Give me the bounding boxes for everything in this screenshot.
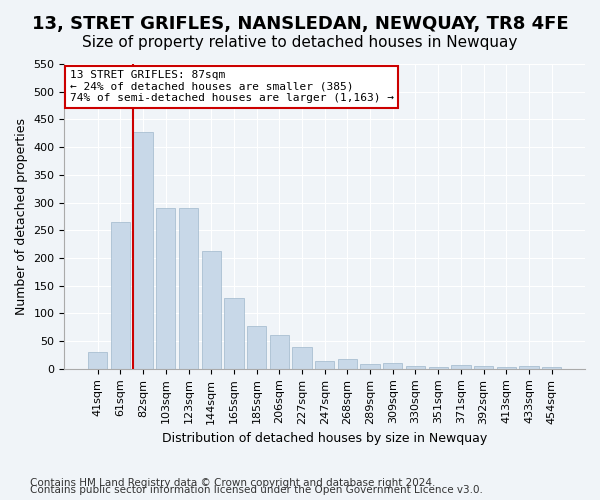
Bar (247, 326, 266, 369)
Bar (338, 360, 357, 369)
Bar (224, 298, 244, 369)
Text: Contains public sector information licensed under the Open Government Licence v3: Contains public sector information licen… (30, 485, 483, 495)
Bar (179, 208, 198, 369)
Bar (269, 335, 289, 369)
Bar (520, 366, 539, 369)
Bar (428, 367, 448, 369)
Text: Size of property relative to detached houses in Newquay: Size of property relative to detached ho… (82, 35, 518, 50)
Text: 13 STRET GRIFLES: 87sqm
← 24% of detached houses are smaller (385)
74% of semi-d: 13 STRET GRIFLES: 87sqm ← 24% of detache… (70, 70, 394, 103)
Bar (88, 352, 107, 369)
Text: 13, STRET GRIFLES, NANSLEDAN, NEWQUAY, TR8 4FE: 13, STRET GRIFLES, NANSLEDAN, NEWQUAY, T… (32, 15, 568, 33)
Bar (202, 251, 221, 369)
Bar (156, 208, 175, 369)
Bar (542, 366, 562, 369)
Bar (383, 364, 403, 369)
Bar (497, 367, 516, 369)
Bar (361, 364, 380, 369)
Text: Contains HM Land Registry data © Crown copyright and database right 2024.: Contains HM Land Registry data © Crown c… (30, 478, 436, 488)
Bar (292, 346, 311, 369)
Bar (133, 132, 153, 369)
X-axis label: Distribution of detached houses by size in Newquay: Distribution of detached houses by size … (162, 432, 487, 445)
Bar (315, 360, 334, 369)
Y-axis label: Number of detached properties: Number of detached properties (15, 118, 28, 315)
Bar (474, 366, 493, 369)
Bar (111, 222, 130, 369)
Bar (451, 366, 470, 369)
Bar (406, 366, 425, 369)
